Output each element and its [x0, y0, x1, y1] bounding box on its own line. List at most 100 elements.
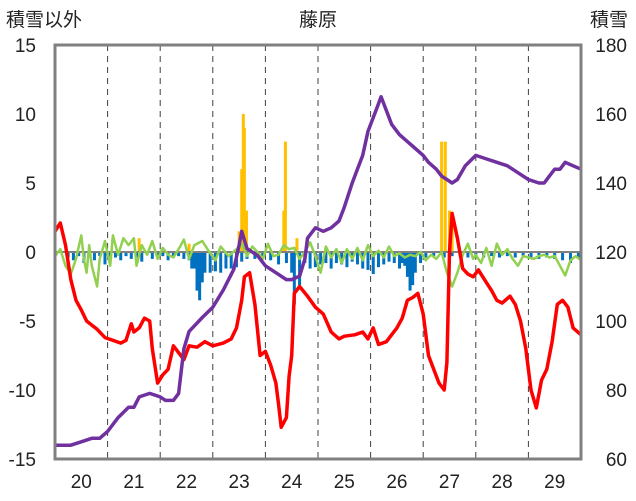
right-tick-label: 120 — [595, 243, 627, 264]
yellow-bar — [240, 169, 244, 252]
blue-bar — [308, 252, 312, 269]
blue-bar — [198, 252, 202, 301]
blue-bar — [334, 252, 338, 264]
blue-bar — [92, 252, 96, 261]
x-tick-labels: 20 21 22 23 24 25 26 27 28 29 — [71, 472, 566, 493]
blue-bar — [411, 252, 415, 286]
blue-bar — [413, 252, 417, 273]
chart-title: 藤原 — [299, 9, 337, 31]
blue-bar — [513, 252, 517, 258]
blue-bar — [124, 252, 128, 257]
blue-bar — [182, 252, 186, 259]
yellow-bar — [242, 127, 246, 252]
blue-bar — [71, 252, 75, 261]
blue-bar — [521, 252, 525, 257]
blue-bar — [376, 252, 380, 268]
left-tick-labels: -15 -10 -5 0 5 10 15 — [9, 36, 36, 471]
blue-bar — [432, 252, 436, 257]
blue-bar — [400, 252, 404, 264]
blue-bar — [442, 252, 446, 258]
plot-frame — [53, 43, 583, 461]
blue-bar — [466, 252, 470, 258]
blue-bar — [324, 252, 328, 264]
blue-bar — [424, 252, 428, 258]
series-line-green — [54, 234, 582, 288]
right-tick-label: 160 — [595, 105, 627, 126]
blue-bar — [98, 252, 102, 257]
blue-bar — [366, 252, 370, 270]
blue-bar — [213, 252, 217, 272]
blue-bar — [319, 252, 323, 265]
right-tick-label: 180 — [595, 36, 627, 57]
blue-bar — [561, 252, 565, 261]
blue-bar — [277, 252, 281, 265]
series-line-red — [53, 211, 583, 430]
left-tick-label: 10 — [15, 105, 36, 126]
x-tick-label: 25 — [334, 472, 355, 493]
blue-bar — [398, 252, 402, 269]
x-tick-label: 23 — [229, 472, 250, 493]
blue-bar — [387, 252, 391, 262]
blue-bar — [219, 252, 223, 273]
yellow-bar — [283, 141, 287, 252]
blue-bar — [371, 252, 375, 275]
left-tick-label: 15 — [15, 36, 36, 57]
yellow-bar — [187, 243, 191, 252]
blue-bar — [150, 252, 154, 259]
left-tick-label: -15 — [9, 450, 36, 471]
x-tick-label: 26 — [386, 472, 407, 493]
right-tick-label: 100 — [595, 312, 627, 333]
blue-bar — [568, 252, 572, 264]
bars-layer — [55, 114, 581, 305]
blue-bar — [497, 252, 501, 258]
blue-bar — [192, 252, 196, 269]
yellow-bar — [295, 238, 299, 252]
right-tick-labels: 60 80 100 120 140 160 180 — [595, 36, 627, 471]
yellow-bar — [282, 210, 286, 252]
right-axis-label: 積雪 — [590, 9, 628, 31]
left-tick-label: -10 — [9, 381, 36, 402]
x-tick-label: 28 — [492, 472, 513, 493]
blue-bar — [229, 252, 233, 269]
blue-bar — [103, 252, 107, 265]
blue-bar — [505, 252, 509, 257]
x-tick-label: 24 — [281, 472, 303, 493]
x-tick-label: 29 — [544, 472, 565, 493]
yellow-bar — [440, 141, 444, 252]
vertical-gridlines — [107, 45, 529, 459]
right-tick-label: 60 — [606, 450, 627, 471]
blue-bar — [208, 252, 212, 273]
blue-bar — [203, 252, 207, 273]
yellow-bar — [137, 238, 141, 252]
left-tick-label: 0 — [25, 243, 36, 264]
blue-bar — [405, 252, 409, 277]
blue-bar — [355, 252, 359, 265]
blue-bar — [190, 252, 194, 269]
yellow-bar — [443, 141, 447, 252]
x-tick-label: 21 — [123, 472, 144, 493]
blue-bar — [177, 252, 181, 257]
blue-bar — [224, 252, 228, 269]
yellow-bar — [244, 210, 248, 252]
blue-bar — [340, 252, 344, 265]
blue-bar — [576, 252, 580, 258]
blue-bar — [171, 252, 175, 258]
blue-bar — [284, 252, 288, 264]
x-tick-label: 20 — [71, 472, 92, 493]
right-tick-label: 80 — [606, 381, 627, 402]
blue-bar — [408, 252, 412, 291]
blue-bar — [290, 252, 294, 273]
left-tick-label: -5 — [19, 312, 36, 333]
series-line-purple — [55, 95, 582, 447]
right-tick-label: 140 — [595, 174, 627, 195]
blue-bar — [119, 252, 123, 261]
blue-bar — [240, 252, 244, 262]
blue-bar — [140, 252, 144, 262]
blue-bar — [450, 252, 454, 257]
blue-bar — [529, 252, 533, 258]
blue-bar — [490, 252, 494, 257]
blue-bar — [403, 252, 407, 266]
blue-bar — [298, 252, 302, 286]
blue-bar — [77, 252, 81, 257]
